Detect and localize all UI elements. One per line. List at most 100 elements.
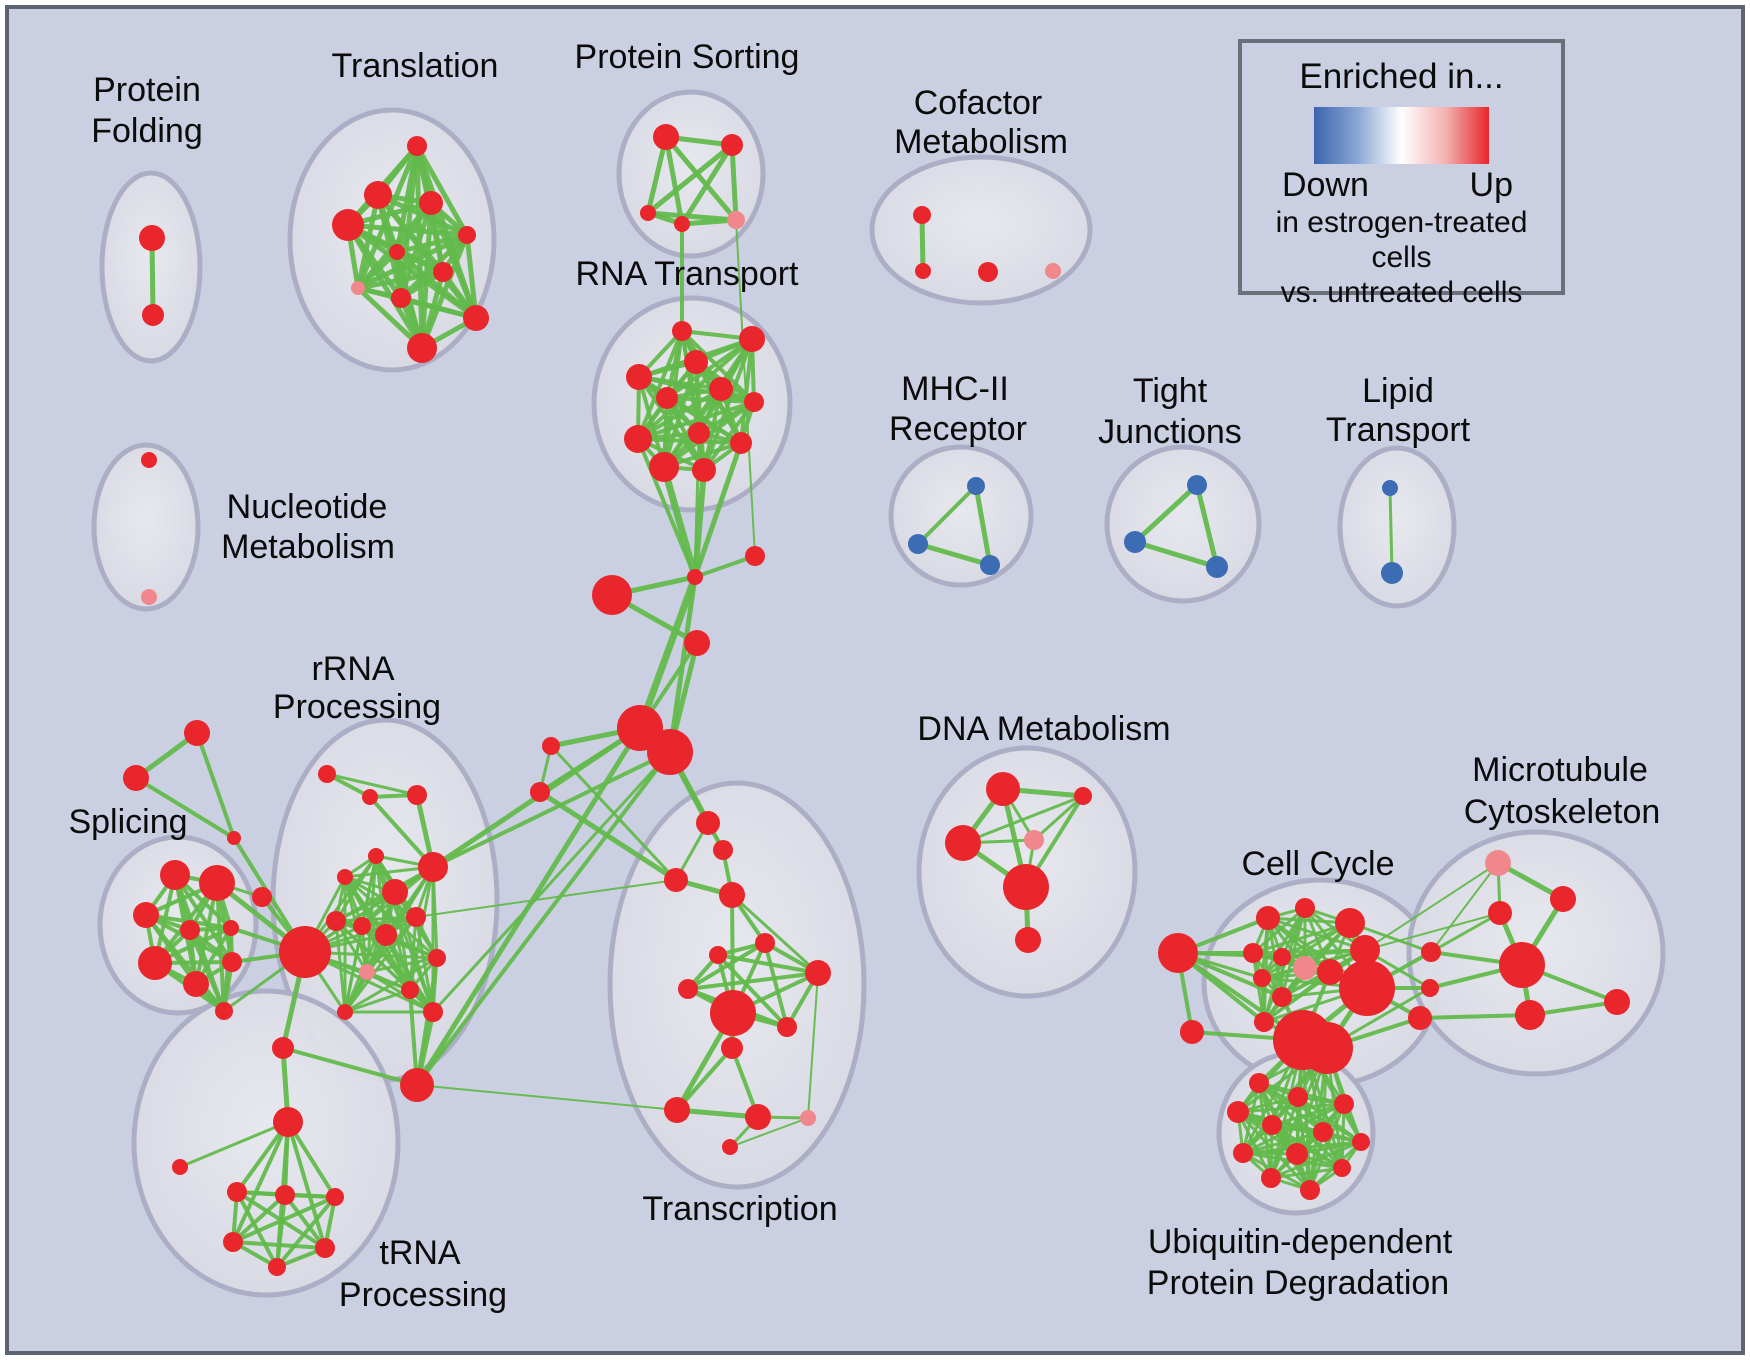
edge-tr3-tr6 <box>283 1193 327 1250</box>
gene-set-node-cf4 <box>1045 263 1061 279</box>
edge-rt4-rt7 <box>637 375 756 404</box>
gene-set-node-ub7 <box>1352 1133 1370 1151</box>
gene-set-node-ub2 <box>1288 1087 1308 1107</box>
cluster-label-ubiquitin-degradation-line2: Protein Degradation <box>1147 1264 1449 1302</box>
gene-set-node-d2 <box>1074 787 1092 805</box>
gene-set-node-rr16 <box>423 1002 443 1022</box>
cluster-label-rrna-processing-line2: Processing <box>273 688 441 726</box>
edge-s4-s5 <box>679 217 739 227</box>
edge-rt9-rt10 <box>636 437 743 445</box>
edge-rt10-j1 <box>692 440 744 580</box>
edge-trhub-tr6 <box>286 1120 327 1250</box>
edge-tri2-tri3 <box>134 776 236 840</box>
gene-set-node-trn3 <box>664 868 688 892</box>
edge-rt8-j1 <box>693 431 701 579</box>
cluster-label-rrna-processing-line1: rRNA <box>311 650 394 688</box>
gene-set-node-t9 <box>391 288 411 308</box>
edge-tr4-tr5 <box>231 1195 337 1244</box>
gene-set-node-s4 <box>674 216 690 232</box>
gene-set-node-trn8 <box>678 979 698 999</box>
cluster-label-nucleotide-metabolism-line2: Metabolism <box>221 528 395 566</box>
gene-set-node-cc8 <box>1293 956 1317 980</box>
cluster-label-cofactor-metabolism-line1: Cofactor <box>914 84 1043 122</box>
gene-set-node-rt12 <box>692 458 716 482</box>
gene-set-node-sp1 <box>160 860 190 890</box>
gene-set-node-tr5 <box>223 1232 243 1252</box>
edge-cc9-cc16 <box>1262 970 1332 1024</box>
edge-t4-t5 <box>345 222 470 238</box>
edge-t5-t10 <box>464 232 479 321</box>
edge-tr5-tr6 <box>231 1240 327 1250</box>
cluster-label-microtubule-cytoskeleton-line1: Microtubule <box>1472 751 1648 789</box>
legend-subtitle-line1: in estrogen-treated cells <box>1275 206 1528 274</box>
legend-gradient-bar <box>1314 107 1489 164</box>
edge-s2-s4 <box>679 142 735 227</box>
gene-set-node-sp9 <box>215 1002 233 1020</box>
gene-set-node-rr17 <box>252 887 272 907</box>
cluster-label-transcription-line1: Transcription <box>642 1190 837 1228</box>
gene-set-node-trn15 <box>722 1139 738 1155</box>
gene-set-node-cc1 <box>1158 933 1198 973</box>
edge-tr3-tr5 <box>231 1193 287 1244</box>
gene-set-node-u2 <box>1301 1022 1353 1074</box>
gene-set-node-t10 <box>463 305 489 331</box>
gene-set-node-ub4 <box>1227 1101 1249 1123</box>
gene-set-node-cc10 <box>1253 969 1271 987</box>
gene-set-node-tr1 <box>172 1159 188 1175</box>
edge-ub6-ub8 <box>1241 1130 1325 1155</box>
gene-set-node-cbig <box>592 575 632 615</box>
edge-tj2-tj3 <box>1132 539 1220 570</box>
cluster-ellipse-protein-sorting <box>616 89 766 259</box>
gene-set-node-c1 <box>745 546 765 566</box>
gene-set-node-t4 <box>332 209 364 241</box>
gene-set-node-rr10 <box>375 924 397 946</box>
cluster-label-nucleotide-metabolism-line1: Nucleotide <box>227 488 388 526</box>
cluster-label-protein-folding-line1: Protein <box>93 71 201 109</box>
gene-set-node-rt5 <box>709 377 733 401</box>
gene-set-node-cf3 <box>978 262 998 282</box>
gene-set-node-cc16 <box>1254 1012 1274 1032</box>
cluster-ellipse-transcription <box>607 780 867 1190</box>
edge-cc3-cc6 <box>1251 906 1307 955</box>
gene-set-node-mtbig <box>1499 942 1545 988</box>
legend-subtitle-line2: vs. untreated cells <box>1280 276 1523 309</box>
edge-trn6-trn10 <box>716 953 789 1029</box>
gene-set-node-d5 <box>1003 864 1049 910</box>
edge-ub10-ub11 <box>1269 1166 1344 1180</box>
edge-t5-t6 <box>394 232 470 255</box>
edge-t4-t11 <box>345 222 425 351</box>
cluster-ellipse-mhc-ii-receptor <box>888 444 1034 588</box>
gene-set-node-tr3 <box>275 1185 295 1205</box>
gene-set-node-pf2 <box>142 304 164 326</box>
gene-set-node-ub8 <box>1233 1143 1253 1163</box>
cluster-label-mhc-ii-receptor-line2: Receptor <box>889 410 1027 448</box>
cluster-label-lipid-transport-line1: Lipid <box>1362 372 1434 410</box>
gene-set-node-ub10 <box>1333 1159 1351 1177</box>
cluster-label-tight-junctions-line2: Junctions <box>1098 413 1242 451</box>
edge-rr19-trn12 <box>416 1084 678 1111</box>
gene-set-node-cf2 <box>915 263 931 279</box>
gene-set-node-cc5 <box>1350 935 1380 965</box>
edge-ub3-ub4 <box>1236 1102 1346 1114</box>
gene-set-node-trn5 <box>755 933 775 953</box>
gene-set-node-c4 <box>530 782 550 802</box>
edge-rt5-rt12 <box>702 387 723 472</box>
edge-rr11-trn3 <box>415 879 677 918</box>
gene-set-node-cc18 <box>1408 1006 1432 1030</box>
edge-trn14-trn15 <box>729 1117 809 1148</box>
gene-set-node-rt6 <box>656 387 678 409</box>
edge-s5-c1 <box>735 219 756 557</box>
gene-set-node-t11 <box>407 333 437 363</box>
gene-set-node-rr1 <box>318 765 336 783</box>
gene-set-node-tj3 <box>1206 556 1228 578</box>
gene-set-node-cf1 <box>913 206 931 224</box>
gene-set-node-nm1 <box>141 452 157 468</box>
gene-set-node-rr6 <box>418 852 448 882</box>
edge-rr8-rr11 <box>334 915 418 923</box>
edge-tw2-rr16 <box>431 750 672 1014</box>
gene-set-node-t7 <box>433 262 453 282</box>
gene-set-node-trn6 <box>709 946 727 964</box>
gene-set-node-m3 <box>980 555 1000 575</box>
gene-set-node-cc9 <box>1317 959 1343 985</box>
